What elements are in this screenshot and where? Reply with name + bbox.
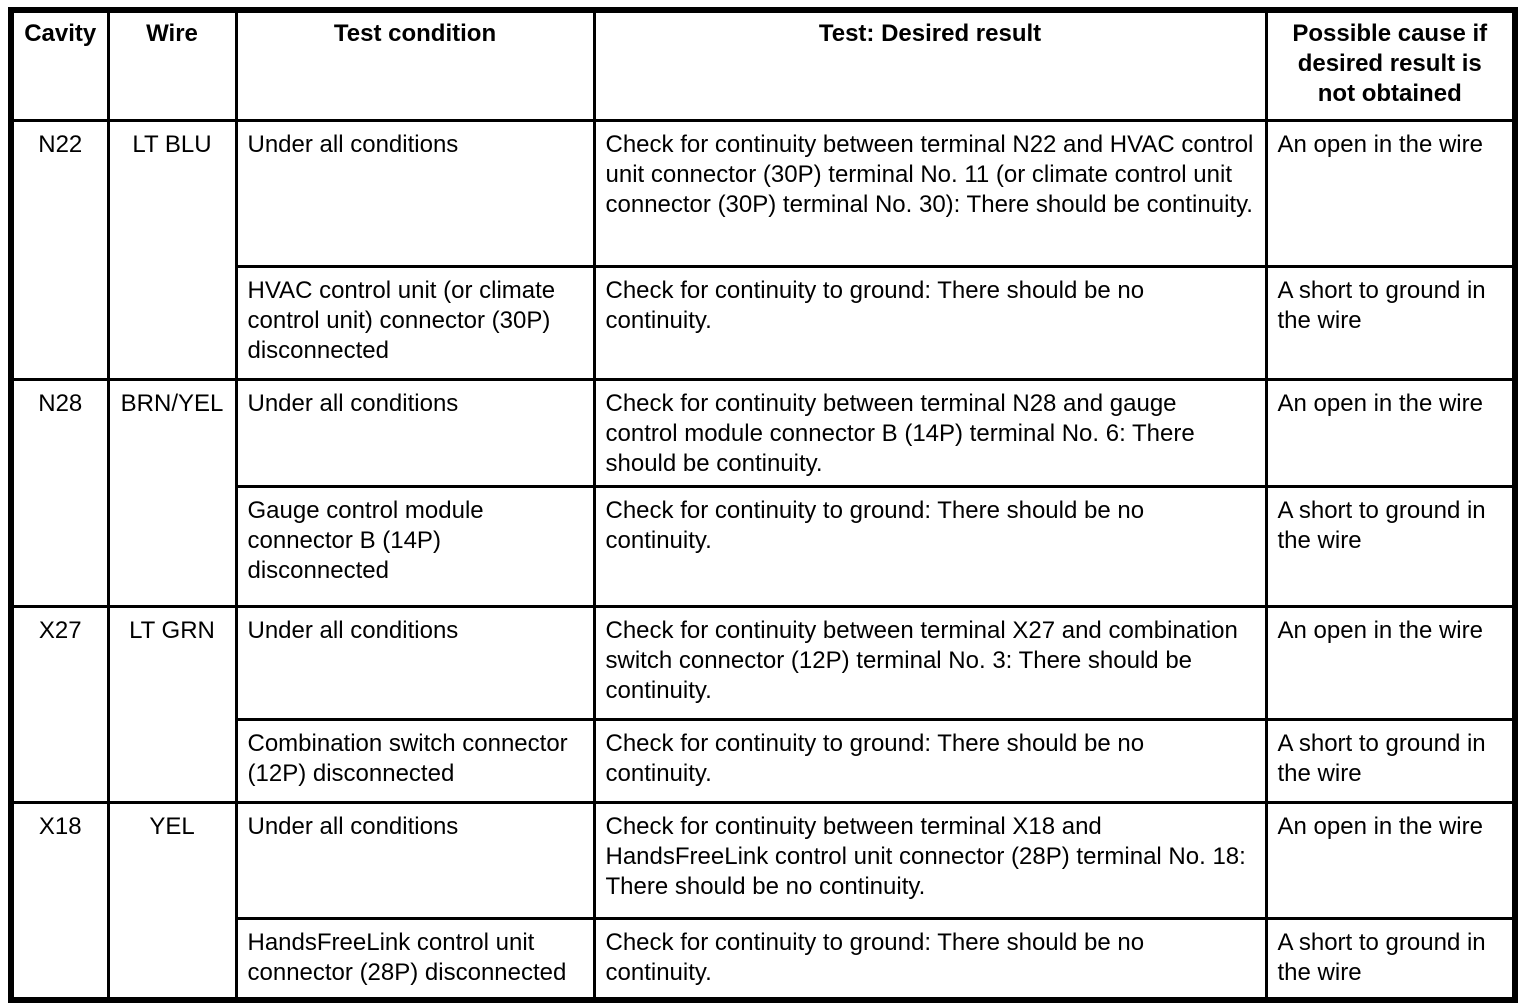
desired-result-cell: Check for continuity between terminal N2… [592,377,1268,488]
col-header-test-condition: Test condition [234,8,596,122]
cavity-cell: N22 [9,118,110,381]
table-row: N28 BRN/YEL Under all conditions Check f… [9,377,1517,608]
desired-result-cell: Check for continuity to ground: There sh… [592,717,1268,804]
wire-color-cell: BRN/YEL [106,377,238,608]
wire-continuity-test-table: Cavity Wire Test condition Test: Desired… [8,7,1518,1003]
desired-result-cell: Check for continuity between terminal X2… [592,604,1268,721]
desired-result-cell: Check for continuity to ground: There sh… [592,264,1268,381]
col-header-wire: Wire [106,8,238,122]
table-row: Gauge control module connector B (14P) d… [11,484,1517,608]
test-condition-cell: Combination switch connector (12P) disco… [234,717,596,804]
table-row: Combination switch connector (12P) disco… [11,717,1517,804]
possible-cause-cell: A short to ground in the wire [1264,484,1517,608]
test-condition-cell: Under all conditions [234,118,596,268]
wire-color-cell: YEL [106,800,238,1002]
desired-result-cell: Check for continuity between terminal N2… [592,118,1268,268]
possible-cause-cell: An open in the wire [1264,377,1517,488]
possible-cause-cell: An open in the wire [1264,118,1517,268]
table-row: N22 LT BLU Under all conditions Check fo… [9,118,1517,381]
col-header-possible-cause: Possible cause if desired result is not … [1264,8,1517,122]
test-condition-cell: Under all conditions [234,800,596,920]
desired-result-cell: Check for continuity to ground: There sh… [592,484,1268,608]
possible-cause-cell: A short to ground in the wire [1264,717,1517,804]
wire-color-cell: LT GRN [106,604,238,804]
possible-cause-cell: An open in the wire [1264,604,1517,721]
table-row: HandsFreeLink control unit connector (28… [11,916,1517,1002]
wire-color-cell: LT BLU [106,118,238,381]
table-row: X18 YEL Under all conditions Check for c… [9,800,1517,1002]
cavity-cell: N28 [9,377,110,608]
cavity-cell: X18 [9,800,110,1002]
test-condition-cell: HandsFreeLink control unit connector (28… [234,916,596,1002]
possible-cause-cell: A short to ground in the wire [1264,264,1517,381]
test-condition-cell: Under all conditions [234,377,596,488]
col-header-desired-result: Test: Desired result [592,8,1268,122]
col-header-cavity: Cavity [9,8,110,122]
desired-result-cell: Check for continuity between terminal X1… [592,800,1268,920]
table-row: X27 LT GRN Under all conditions Check fo… [9,604,1517,804]
test-condition-cell: Under all conditions [234,604,596,721]
desired-result-cell: Check for continuity to ground: There sh… [592,916,1268,1002]
test-condition-cell: Gauge control module connector B (14P) d… [234,484,596,608]
header-row: Cavity Wire Test condition Test: Desired… [9,8,1517,122]
cavity-cell: X27 [9,604,110,804]
possible-cause-cell: A short to ground in the wire [1264,916,1517,1002]
table-row: HVAC control unit (or climate control un… [11,264,1517,381]
test-condition-cell: HVAC control unit (or climate control un… [234,264,596,381]
possible-cause-cell: An open in the wire [1264,800,1517,920]
